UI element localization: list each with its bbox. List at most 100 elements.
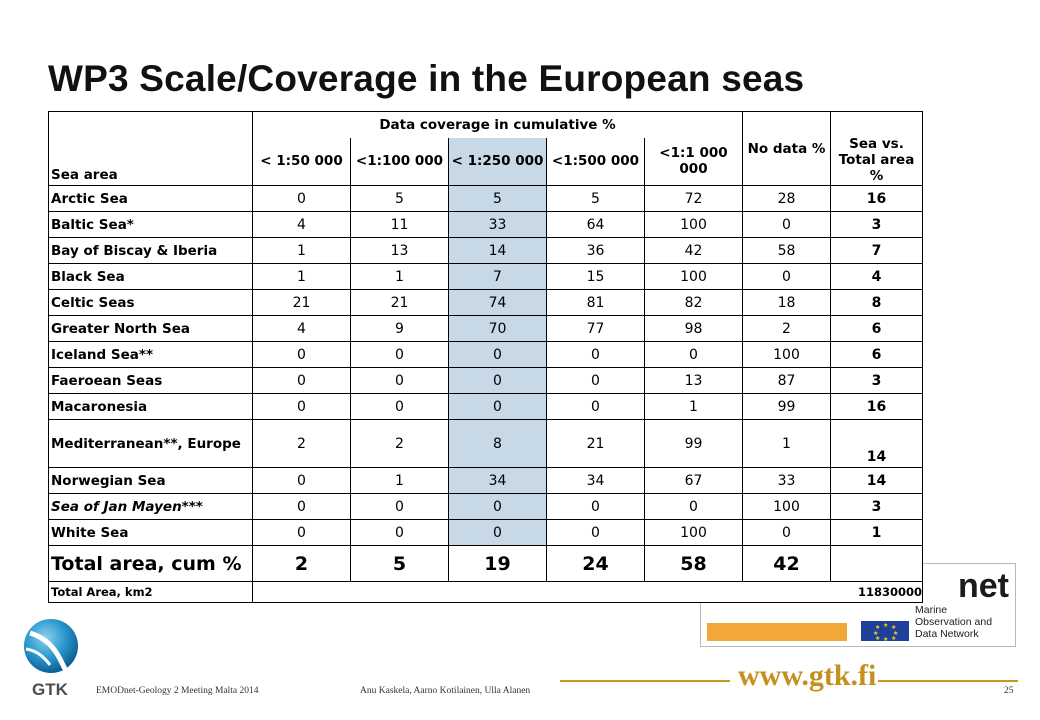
no-data-value: 100: [742, 341, 831, 368]
table-row: Arctic Sea 0 5 5 5 72 28 16: [48, 185, 923, 212]
header-no-data: No data %: [742, 111, 831, 186]
coverage-table: Sea area Data coverage in cumulative % N…: [48, 111, 923, 603]
coverage-value: 100: [644, 263, 743, 290]
sea-vs-total-value: 7: [830, 237, 923, 264]
sea-area-name: Celtic Seas: [48, 289, 253, 316]
no-data-value: 33: [742, 467, 831, 494]
coverage-value: 72: [644, 185, 743, 212]
coverage-value: 36: [546, 237, 645, 264]
coverage-value: 21: [350, 289, 449, 316]
coverage-value: 0: [546, 393, 645, 420]
coverage-value: 0: [350, 367, 449, 394]
header-scale-250k: < 1:250 000: [448, 137, 547, 186]
coverage-value: 1: [644, 393, 743, 420]
emodnet-orange-bar: [707, 623, 847, 641]
table-row: Mediterranean**, Europe 2 2 8 21 99 1 14: [48, 419, 923, 468]
coverage-value: 98: [644, 315, 743, 342]
table-row: Iceland Sea** 0 0 0 0 0 100 6: [48, 341, 923, 368]
header-scale-50k: < 1:50 000: [252, 137, 351, 186]
sea-vs-total-value: 6: [830, 341, 923, 368]
table-row: Sea of Jan Mayen*** 0 0 0 0 0 100 3: [48, 493, 923, 520]
sea-area-name: Iceland Sea**: [48, 341, 253, 368]
coverage-value: 0: [350, 341, 449, 368]
coverage-value: 1: [350, 467, 449, 494]
coverage-value: 11: [350, 211, 449, 238]
emodnet-brand-text: net: [958, 567, 1009, 605]
coverage-value: 0: [252, 519, 351, 546]
website-link[interactable]: www.gtk.fi: [738, 659, 877, 692]
no-data-value: 28: [742, 185, 831, 212]
sea-vs-total-value: 16: [830, 185, 923, 212]
coverage-value: 21: [546, 419, 645, 468]
coverage-value: 1: [350, 263, 449, 290]
gtk-logo-text: GTK: [32, 680, 69, 699]
no-data-value: 1: [742, 419, 831, 468]
coverage-value: 81: [546, 289, 645, 316]
total-cum-row: Total area, cum % 2 5 19 24 58 42: [48, 545, 923, 582]
sea-area-name: Macaronesia: [48, 393, 253, 420]
footer-gold-line-right: [878, 680, 1018, 682]
coverage-value: 0: [546, 367, 645, 394]
coverage-value: 0: [350, 493, 449, 520]
sea-vs-total-value: 14: [830, 419, 923, 468]
coverage-value: 0: [252, 493, 351, 520]
table-body: Arctic Sea 0 5 5 5 72 28 16 Baltic Sea* 4 11 33 64 10…: [48, 185, 923, 546]
coverage-value: 2: [350, 419, 449, 468]
coverage-value: 8: [448, 419, 547, 468]
coverage-value: 1: [252, 263, 351, 290]
coverage-value: 0: [644, 341, 743, 368]
coverage-value: 70: [448, 315, 547, 342]
coverage-value: 34: [546, 467, 645, 494]
coverage-value: 0: [252, 467, 351, 494]
coverage-value: 5: [448, 185, 547, 212]
coverage-value: 0: [350, 519, 449, 546]
coverage-value: 0: [546, 493, 645, 520]
sea-vs-total-value: 3: [830, 493, 923, 520]
sea-vs-total-value: 14: [830, 467, 923, 494]
coverage-value: 13: [644, 367, 743, 394]
header-scale-1m: <1:1 000 000: [644, 137, 743, 186]
no-data-value: 0: [742, 211, 831, 238]
emodnet-tagline: Marine Observation and Data Network: [915, 604, 993, 640]
coverage-value: 34: [448, 467, 547, 494]
header-group-coverage: Data coverage in cumulative %: [252, 111, 743, 138]
sea-area-name: Bay of Biscay & Iberia: [48, 237, 253, 264]
total-cum-value: 5: [350, 545, 449, 582]
coverage-value: 0: [546, 519, 645, 546]
total-cum-empty: [830, 545, 923, 582]
sea-vs-total-value: 1: [830, 519, 923, 546]
coverage-value: 13: [350, 237, 449, 264]
coverage-value: 82: [644, 289, 743, 316]
footer-event: EMODnet-Geology 2 Meeting Malta 2014: [96, 686, 259, 696]
table-row: Norwegian Sea 0 1 34 34 67 33 14: [48, 467, 923, 494]
sea-vs-total-value: 16: [830, 393, 923, 420]
coverage-value: 0: [546, 341, 645, 368]
sea-vs-total-value: 3: [830, 211, 923, 238]
total-cum-value: 42: [742, 545, 831, 582]
coverage-value: 33: [448, 211, 547, 238]
coverage-value: 0: [252, 341, 351, 368]
sea-area-name: Mediterranean**, Europe: [48, 419, 253, 468]
coverage-value: 21: [252, 289, 351, 316]
sea-area-name: White Sea: [48, 519, 253, 546]
table-row: Greater North Sea 4 9 70 77 98 2 6: [48, 315, 923, 342]
no-data-value: 87: [742, 367, 831, 394]
gtk-logo: GTK: [20, 615, 80, 705]
coverage-value: 74: [448, 289, 547, 316]
coverage-value: 77: [546, 315, 645, 342]
no-data-value: 18: [742, 289, 831, 316]
no-data-value: 100: [742, 493, 831, 520]
eu-flag-icon: ★ ★ ★ ★ ★ ★ ★ ★: [861, 621, 909, 643]
coverage-value: 0: [448, 493, 547, 520]
sea-vs-total-value: 4: [830, 263, 923, 290]
total-cum-value: 2: [252, 545, 351, 582]
coverage-value: 0: [448, 341, 547, 368]
footer-page-number: 25: [1004, 686, 1014, 696]
header-scale-500k: <1:500 000: [546, 137, 645, 186]
no-data-value: 0: [742, 263, 831, 290]
coverage-table-wrap: Sea area Data coverage in cumulative % N…: [48, 111, 923, 603]
coverage-value: 64: [546, 211, 645, 238]
total-km2-row: Total Area, km2 11830000: [48, 581, 923, 603]
sea-area-name: Baltic Sea*: [48, 211, 253, 238]
coverage-value: 0: [448, 367, 547, 394]
